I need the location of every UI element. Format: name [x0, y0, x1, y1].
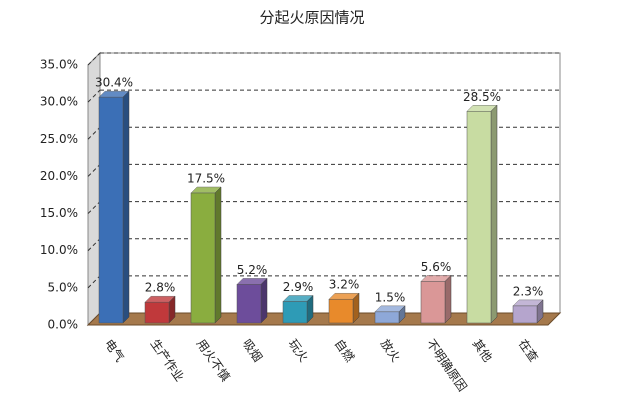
- x-tick-label: 生产作业: [148, 337, 187, 384]
- x-tick-label: 放火: [378, 336, 404, 364]
- bar: [512, 305, 538, 324]
- value-label: 1.5%: [375, 290, 406, 304]
- grid-line-side: [87, 126, 101, 140]
- value-label: 28.5%: [463, 90, 501, 104]
- bar: [328, 298, 354, 324]
- bar-side: [490, 104, 498, 324]
- value-label: 30.4%: [95, 76, 133, 90]
- x-tick-label: 不明确原因: [424, 337, 470, 394]
- x-tick-label: 吸烟: [240, 337, 265, 365]
- bar: [420, 281, 446, 324]
- bar: [190, 192, 216, 324]
- x-tick-label: 其他: [470, 337, 495, 365]
- y-tick-label: 10.0%: [40, 243, 78, 257]
- value-label: 5.6%: [421, 260, 452, 274]
- bar: [98, 96, 124, 324]
- grid-line-side: [87, 164, 101, 177]
- y-tick-label: 30.0%: [40, 95, 78, 109]
- bar-side: [122, 90, 130, 324]
- bar: [466, 111, 492, 324]
- value-label: 2.9%: [283, 280, 314, 294]
- value-label: 2.3%: [513, 284, 544, 298]
- bar-side: [260, 277, 268, 324]
- x-tick-label: 在查: [516, 337, 541, 365]
- y-tick-label: 15.0%: [40, 206, 78, 220]
- value-label: 2.8%: [145, 281, 176, 295]
- grid-line-side: [87, 238, 101, 252]
- value-label: 17.5%: [187, 172, 225, 186]
- y-tick-label: 25.0%: [40, 132, 78, 146]
- bar: [236, 284, 262, 324]
- x-tick-label: 电气: [102, 336, 128, 364]
- x-tick-label: 自燃: [332, 336, 358, 364]
- value-label: 5.2%: [237, 263, 268, 277]
- y-tick-label: 35.0%: [40, 58, 78, 72]
- grid-line-side: [87, 89, 101, 103]
- grid-line-side: [87, 275, 101, 289]
- bar: [374, 311, 400, 324]
- x-tick-label: 玩火: [286, 337, 311, 365]
- chart-title: 分起火原因情况: [259, 9, 364, 27]
- bar: [144, 301, 170, 324]
- y-tick-label: 20.0%: [40, 169, 78, 183]
- grid-line-side: [87, 201, 101, 214]
- bar-side: [444, 274, 452, 324]
- y-tick-label: 5.0%: [48, 280, 79, 294]
- bar: [282, 301, 308, 324]
- y-tick-label: 0.0%: [48, 318, 79, 332]
- side-wall: [87, 51, 101, 327]
- grid-line-side: [87, 52, 101, 66]
- bar-side: [214, 186, 222, 324]
- x-tick-label: 用火不慎: [194, 337, 233, 384]
- value-label: 3.2%: [329, 278, 360, 292]
